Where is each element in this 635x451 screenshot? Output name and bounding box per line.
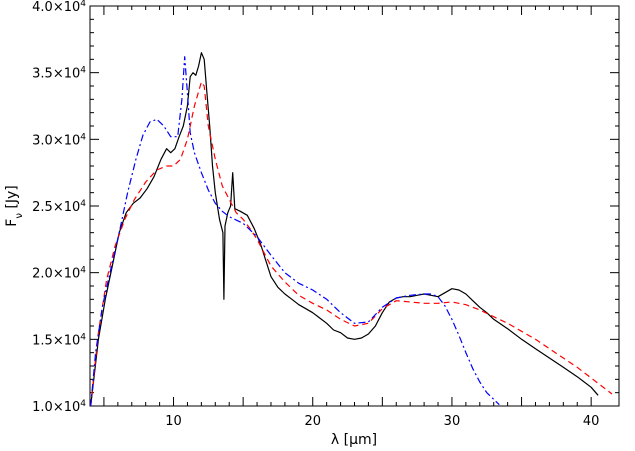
y-tick-labels: 1.0×104 1.5×104 2.0×104 2.5×104 3.0×104 3.5×1… bbox=[32, 0, 86, 415]
y-tick-label: 1.5×104 bbox=[32, 332, 86, 348]
axis-ticks bbox=[90, 5, 619, 407]
y-tick-label: 1.0×104 bbox=[32, 399, 86, 415]
series-line-3 bbox=[90, 56, 500, 407]
x-axis-title: λ [μm] bbox=[331, 432, 377, 448]
series-layer bbox=[90, 52, 613, 407]
series-line-1 bbox=[90, 52, 599, 407]
x-tick-label: 10 bbox=[165, 414, 182, 429]
x-tick-labels: 10 20 30 40 bbox=[165, 414, 599, 429]
y-tick-label: 3.0×104 bbox=[32, 132, 86, 148]
y-tick-label: 4.0×104 bbox=[32, 0, 86, 15]
plot-frame bbox=[89, 5, 620, 407]
x-tick-label: 20 bbox=[304, 414, 321, 429]
series-line-2 bbox=[90, 81, 613, 407]
y-tick-label: 2.0×104 bbox=[32, 266, 86, 282]
y-axis-title: Fν [Jy] bbox=[4, 185, 25, 226]
y-tick-label: 2.5×104 bbox=[32, 199, 86, 215]
x-tick-label: 30 bbox=[444, 414, 461, 429]
y-tick-label: 3.5×104 bbox=[32, 66, 86, 82]
x-tick-label: 40 bbox=[583, 414, 600, 429]
